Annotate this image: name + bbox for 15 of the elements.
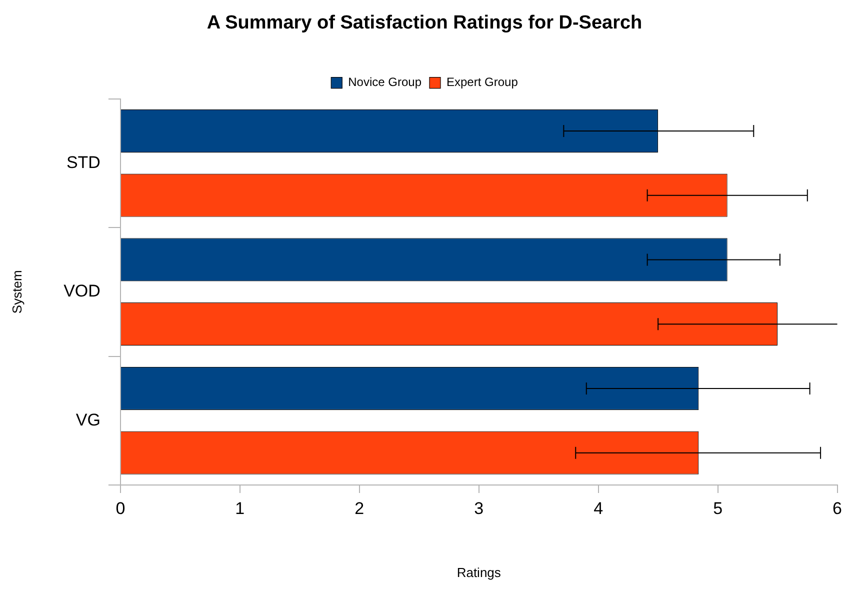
x-tick-label: 4 bbox=[594, 498, 604, 518]
y-tick-label: VOD bbox=[64, 282, 100, 301]
x-tick-label: 3 bbox=[474, 498, 484, 518]
x-tick-label: 0 bbox=[116, 498, 126, 518]
legend-label: Novice Group bbox=[348, 75, 422, 90]
x-tick-label: 1 bbox=[235, 498, 245, 518]
y-axis-title: System bbox=[9, 270, 24, 314]
x-tick-label: 2 bbox=[354, 498, 364, 518]
x-tick-label: 6 bbox=[832, 498, 842, 518]
x-axis-title: Ratings bbox=[456, 564, 502, 580]
y-tick-label: STD bbox=[66, 152, 100, 172]
y-tick-label: VG bbox=[76, 410, 100, 430]
x-tick-label: 5 bbox=[713, 498, 723, 518]
chart-title: A Summary of Satisfaction Ratings for D-Search bbox=[206, 12, 642, 34]
legend-label: Expert Group bbox=[446, 75, 518, 90]
